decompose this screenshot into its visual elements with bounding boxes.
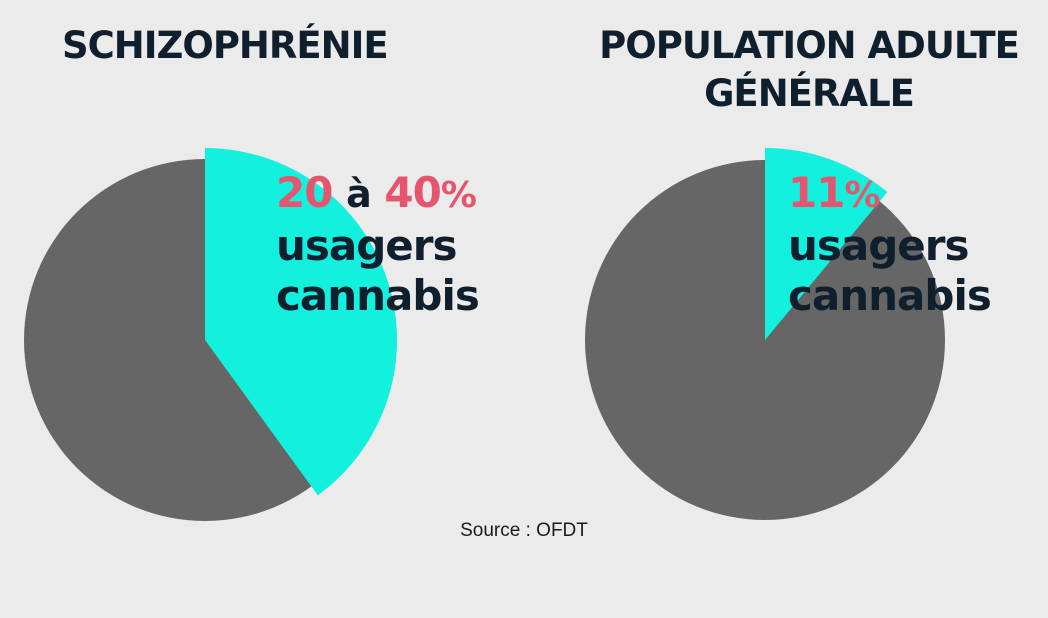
callout-population: 11% usagers cannabis [788, 168, 992, 321]
callout-line-cannabis: cannabis [276, 271, 480, 320]
callout-line-usagers: usagers [276, 221, 458, 270]
pie-chart-population [585, 148, 945, 520]
population-value: 11 [788, 168, 845, 217]
callout-value-line: 11% [788, 168, 991, 221]
range-separator: à [346, 172, 372, 216]
range-high-value: 40 [384, 168, 441, 217]
range-low-value: 20 [276, 168, 333, 217]
chart-title-population: POPULATION ADULTE GÉNÉRALE [599, 24, 1020, 115]
callout-range-line: 20 à 40% [276, 168, 479, 221]
callout-line-usagers: usagers [788, 221, 970, 270]
pie-slice-usagers-cannabis [205, 148, 397, 496]
pie-chart-schizophrenie [24, 148, 397, 521]
chart-title-schizophrenie: SCHIZOPHRÉNIE [62, 24, 389, 67]
percent-unit: % [440, 175, 477, 216]
source-note: Source : OFDT [460, 520, 588, 541]
callout-line-cannabis: cannabis [788, 271, 992, 320]
percent-unit: % [844, 175, 880, 216]
pie-slice-usagers-cannabis [765, 148, 888, 340]
callout-schizophrenie: 20 à 40% usagers cannabis [276, 168, 480, 321]
